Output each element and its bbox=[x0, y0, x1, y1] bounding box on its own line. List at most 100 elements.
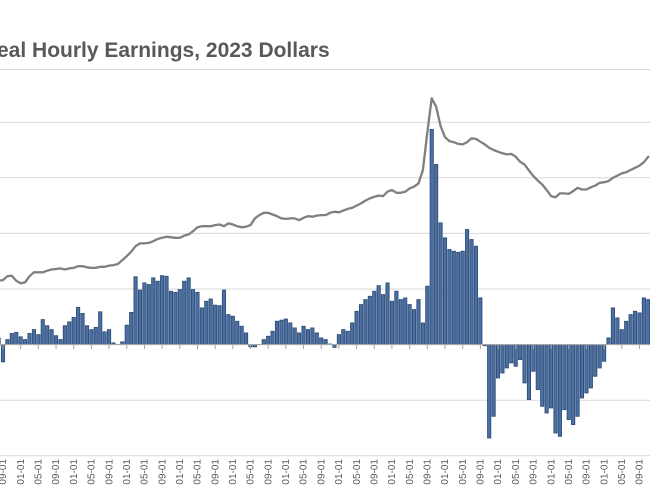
bar bbox=[305, 329, 311, 345]
bar bbox=[213, 304, 218, 345]
bar bbox=[93, 326, 98, 345]
x-tick-label: 09-01 bbox=[369, 459, 380, 485]
bar bbox=[40, 319, 45, 345]
bar bbox=[297, 332, 302, 346]
bar bbox=[36, 334, 41, 345]
bar bbox=[381, 294, 386, 345]
x-tick-label: 01-01 bbox=[228, 459, 239, 485]
bar bbox=[389, 300, 394, 346]
bar bbox=[9, 333, 14, 346]
bar bbox=[473, 245, 478, 346]
bar bbox=[323, 339, 328, 346]
x-tick-label: 05-01 bbox=[87, 459, 98, 485]
x-tick-label: 09-01 bbox=[529, 459, 540, 485]
bar bbox=[367, 295, 372, 346]
bar bbox=[58, 339, 63, 346]
x-tick-label: 09-01 bbox=[104, 459, 115, 485]
bar bbox=[425, 285, 430, 346]
x-tick-label: 09-01 bbox=[263, 459, 274, 485]
x-tick-label: 09-01 bbox=[51, 459, 62, 485]
x-tick-label: 05-01 bbox=[34, 459, 45, 485]
bar bbox=[89, 329, 94, 345]
x-tick-label: 05-01 bbox=[246, 459, 257, 485]
bar bbox=[504, 344, 509, 369]
bar bbox=[438, 222, 443, 345]
bar bbox=[221, 289, 227, 345]
bar bbox=[67, 321, 72, 345]
bar bbox=[544, 344, 549, 414]
bar bbox=[23, 339, 28, 346]
bar bbox=[597, 344, 602, 369]
bar bbox=[53, 335, 59, 346]
x-tick-label: 09-01 bbox=[476, 459, 487, 485]
x-tick-label: 05-01 bbox=[405, 459, 416, 485]
bar bbox=[451, 250, 456, 346]
chart-title: eal Hourly Earnings, 2023 Dollars bbox=[0, 39, 330, 62]
bar bbox=[283, 318, 288, 345]
bar bbox=[71, 316, 76, 345]
x-tick-label: 01-01 bbox=[387, 459, 398, 485]
bar bbox=[177, 289, 182, 345]
bar bbox=[579, 344, 585, 399]
bar bbox=[350, 322, 355, 346]
bar bbox=[518, 344, 523, 361]
x-tick-label: 01-01 bbox=[281, 459, 292, 485]
bar bbox=[557, 344, 562, 437]
bar bbox=[142, 282, 147, 346]
bar bbox=[14, 331, 19, 345]
bar bbox=[314, 332, 319, 346]
bar bbox=[394, 290, 399, 346]
x-tick-label: 01-01 bbox=[69, 459, 80, 485]
bar bbox=[566, 344, 571, 421]
bar bbox=[495, 344, 501, 379]
bar bbox=[204, 300, 209, 346]
bar bbox=[160, 275, 165, 346]
x-tick-label: 01-01 bbox=[599, 459, 610, 485]
bar bbox=[363, 299, 368, 345]
x-tick-label: 05-01 bbox=[511, 459, 522, 485]
earnings-line bbox=[0, 97, 650, 285]
bar bbox=[615, 317, 620, 346]
bar bbox=[261, 339, 266, 346]
bar bbox=[429, 129, 434, 345]
bar bbox=[151, 277, 156, 346]
bar bbox=[80, 313, 85, 345]
x-tick-label: 09-01 bbox=[0, 459, 9, 485]
bar bbox=[442, 237, 448, 346]
x-tick-label: 01-01 bbox=[546, 459, 557, 485]
bar bbox=[345, 330, 350, 346]
bar bbox=[129, 311, 134, 346]
bar bbox=[376, 285, 381, 346]
x-tick-label: 09-01 bbox=[635, 459, 646, 485]
bar bbox=[266, 335, 271, 346]
bar bbox=[624, 320, 629, 346]
bar bbox=[164, 275, 169, 345]
bar bbox=[571, 344, 576, 426]
category-axis bbox=[0, 344, 650, 350]
x-tick-label: 09-01 bbox=[210, 459, 221, 485]
bar bbox=[168, 290, 173, 346]
bar bbox=[217, 305, 222, 345]
x-tick-label: 05-01 bbox=[458, 459, 469, 485]
bar bbox=[146, 284, 151, 345]
bar bbox=[469, 239, 474, 346]
bar bbox=[76, 306, 81, 346]
bar bbox=[31, 329, 36, 345]
bar bbox=[584, 344, 589, 394]
x-tick-label: 05-01 bbox=[193, 459, 204, 485]
x-tick-label: 01-01 bbox=[334, 459, 345, 485]
x-tick-label: 05-01 bbox=[352, 459, 363, 485]
x-tick-label: 09-01 bbox=[316, 459, 327, 485]
bar bbox=[98, 311, 103, 345]
bar bbox=[456, 251, 461, 346]
bar bbox=[288, 322, 293, 346]
gridlines bbox=[0, 69, 650, 457]
bar bbox=[133, 276, 138, 345]
bar bbox=[619, 329, 624, 345]
bar bbox=[500, 344, 505, 374]
x-tick-label: 05-01 bbox=[617, 459, 628, 485]
bar bbox=[244, 332, 249, 346]
bar bbox=[124, 324, 129, 346]
bar bbox=[411, 309, 417, 346]
